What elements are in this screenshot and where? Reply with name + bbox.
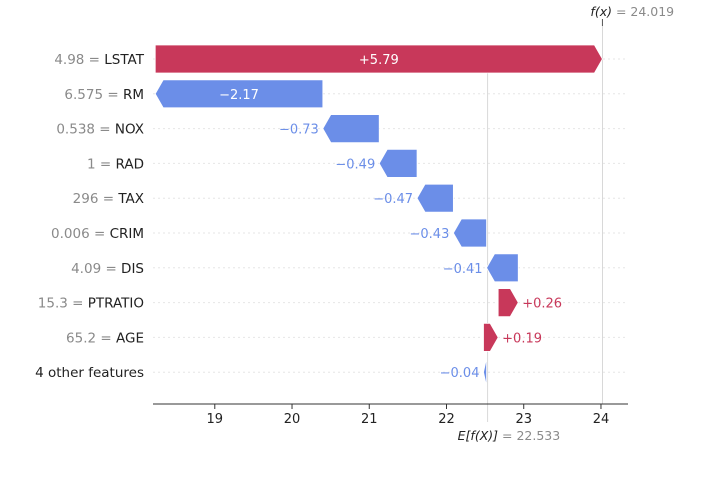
bar-4-other-features — [483, 358, 487, 387]
bar-tax — [416, 183, 454, 213]
base-value-annotation: E[f(X)] = 22.533 — [458, 428, 561, 443]
feature-label: 4 other features — [35, 365, 144, 381]
bar-value-label: −2.17 — [219, 88, 259, 103]
output-value-annotation: f(x) = 24.019 — [590, 4, 674, 19]
feature-name: NOX — [115, 122, 144, 138]
feature-label: 6.575 = RM — [64, 87, 144, 103]
feature-value: 296 = — [73, 191, 119, 207]
feature-value: 65.2 = — [66, 330, 116, 346]
feature-name: TAX — [117, 191, 144, 207]
feature-value: 4.09 = — [71, 261, 121, 277]
x-tick-label: 20 — [284, 412, 301, 427]
feature-value: 0.006 = — [51, 226, 110, 242]
feature-label: 65.2 = AGE — [66, 330, 144, 346]
feature-label: 296 = TAX — [73, 191, 144, 207]
bar-value-label: −0.04 — [440, 366, 480, 381]
feature-label: 0.538 = NOX — [56, 122, 144, 138]
bar-dis — [486, 253, 519, 283]
bar-rad — [378, 148, 418, 178]
bar-value-label: +5.79 — [359, 53, 399, 68]
feature-name: AGE — [116, 330, 144, 346]
bar-value-label: −0.47 — [373, 192, 413, 207]
base-value: = 22.533 — [502, 428, 560, 443]
bar-lstat — [154, 44, 603, 74]
bar-value-label: +0.19 — [502, 331, 542, 346]
bar-value-label: +0.26 — [522, 297, 562, 312]
bar-value-label: −0.43 — [410, 227, 450, 242]
feature-value: 6.575 = — [64, 87, 123, 103]
feature-name: CRIM — [110, 226, 144, 242]
feature-value: 0.538 = — [56, 122, 115, 138]
feature-value: 15.3 = — [38, 296, 88, 312]
feature-name: PTRATIO — [88, 296, 144, 312]
output-value: = 24.019 — [616, 4, 674, 19]
output-label: f(x) — [590, 4, 616, 19]
feature-label: 0.006 = CRIM — [51, 226, 144, 242]
feature-name: LSTAT — [104, 52, 144, 68]
bar-age — [483, 322, 499, 352]
feature-name: RM — [123, 87, 144, 103]
bar-ptratio — [497, 288, 519, 318]
x-tick-label: 21 — [361, 412, 378, 427]
feature-value: 1 = — [87, 156, 115, 172]
feature-value: 4.98 = — [54, 52, 104, 68]
x-tick-label: 23 — [515, 412, 532, 427]
base-label: E[f(X)] — [458, 428, 502, 443]
bar-value-label: −0.73 — [279, 123, 319, 138]
feature-label: 1 = RAD — [87, 156, 144, 172]
x-tick-label: 22 — [438, 412, 455, 427]
x-tick-label: 19 — [207, 412, 224, 427]
feature-label: 15.3 = PTRATIO — [38, 296, 144, 312]
feature-name: 4 other features — [35, 365, 144, 381]
feature-name: DIS — [121, 261, 144, 277]
bar-value-label: −0.49 — [335, 157, 375, 172]
bar-crim — [452, 218, 487, 248]
bar-rm — [154, 79, 324, 109]
feature-label: 4.09 = DIS — [71, 261, 144, 277]
bar-nox — [322, 114, 380, 144]
feature-name: RAD — [116, 156, 144, 172]
x-tick-label: 24 — [593, 412, 610, 427]
bar-value-label: −0.41 — [443, 262, 483, 277]
feature-label: 4.98 = LSTAT — [54, 52, 144, 68]
